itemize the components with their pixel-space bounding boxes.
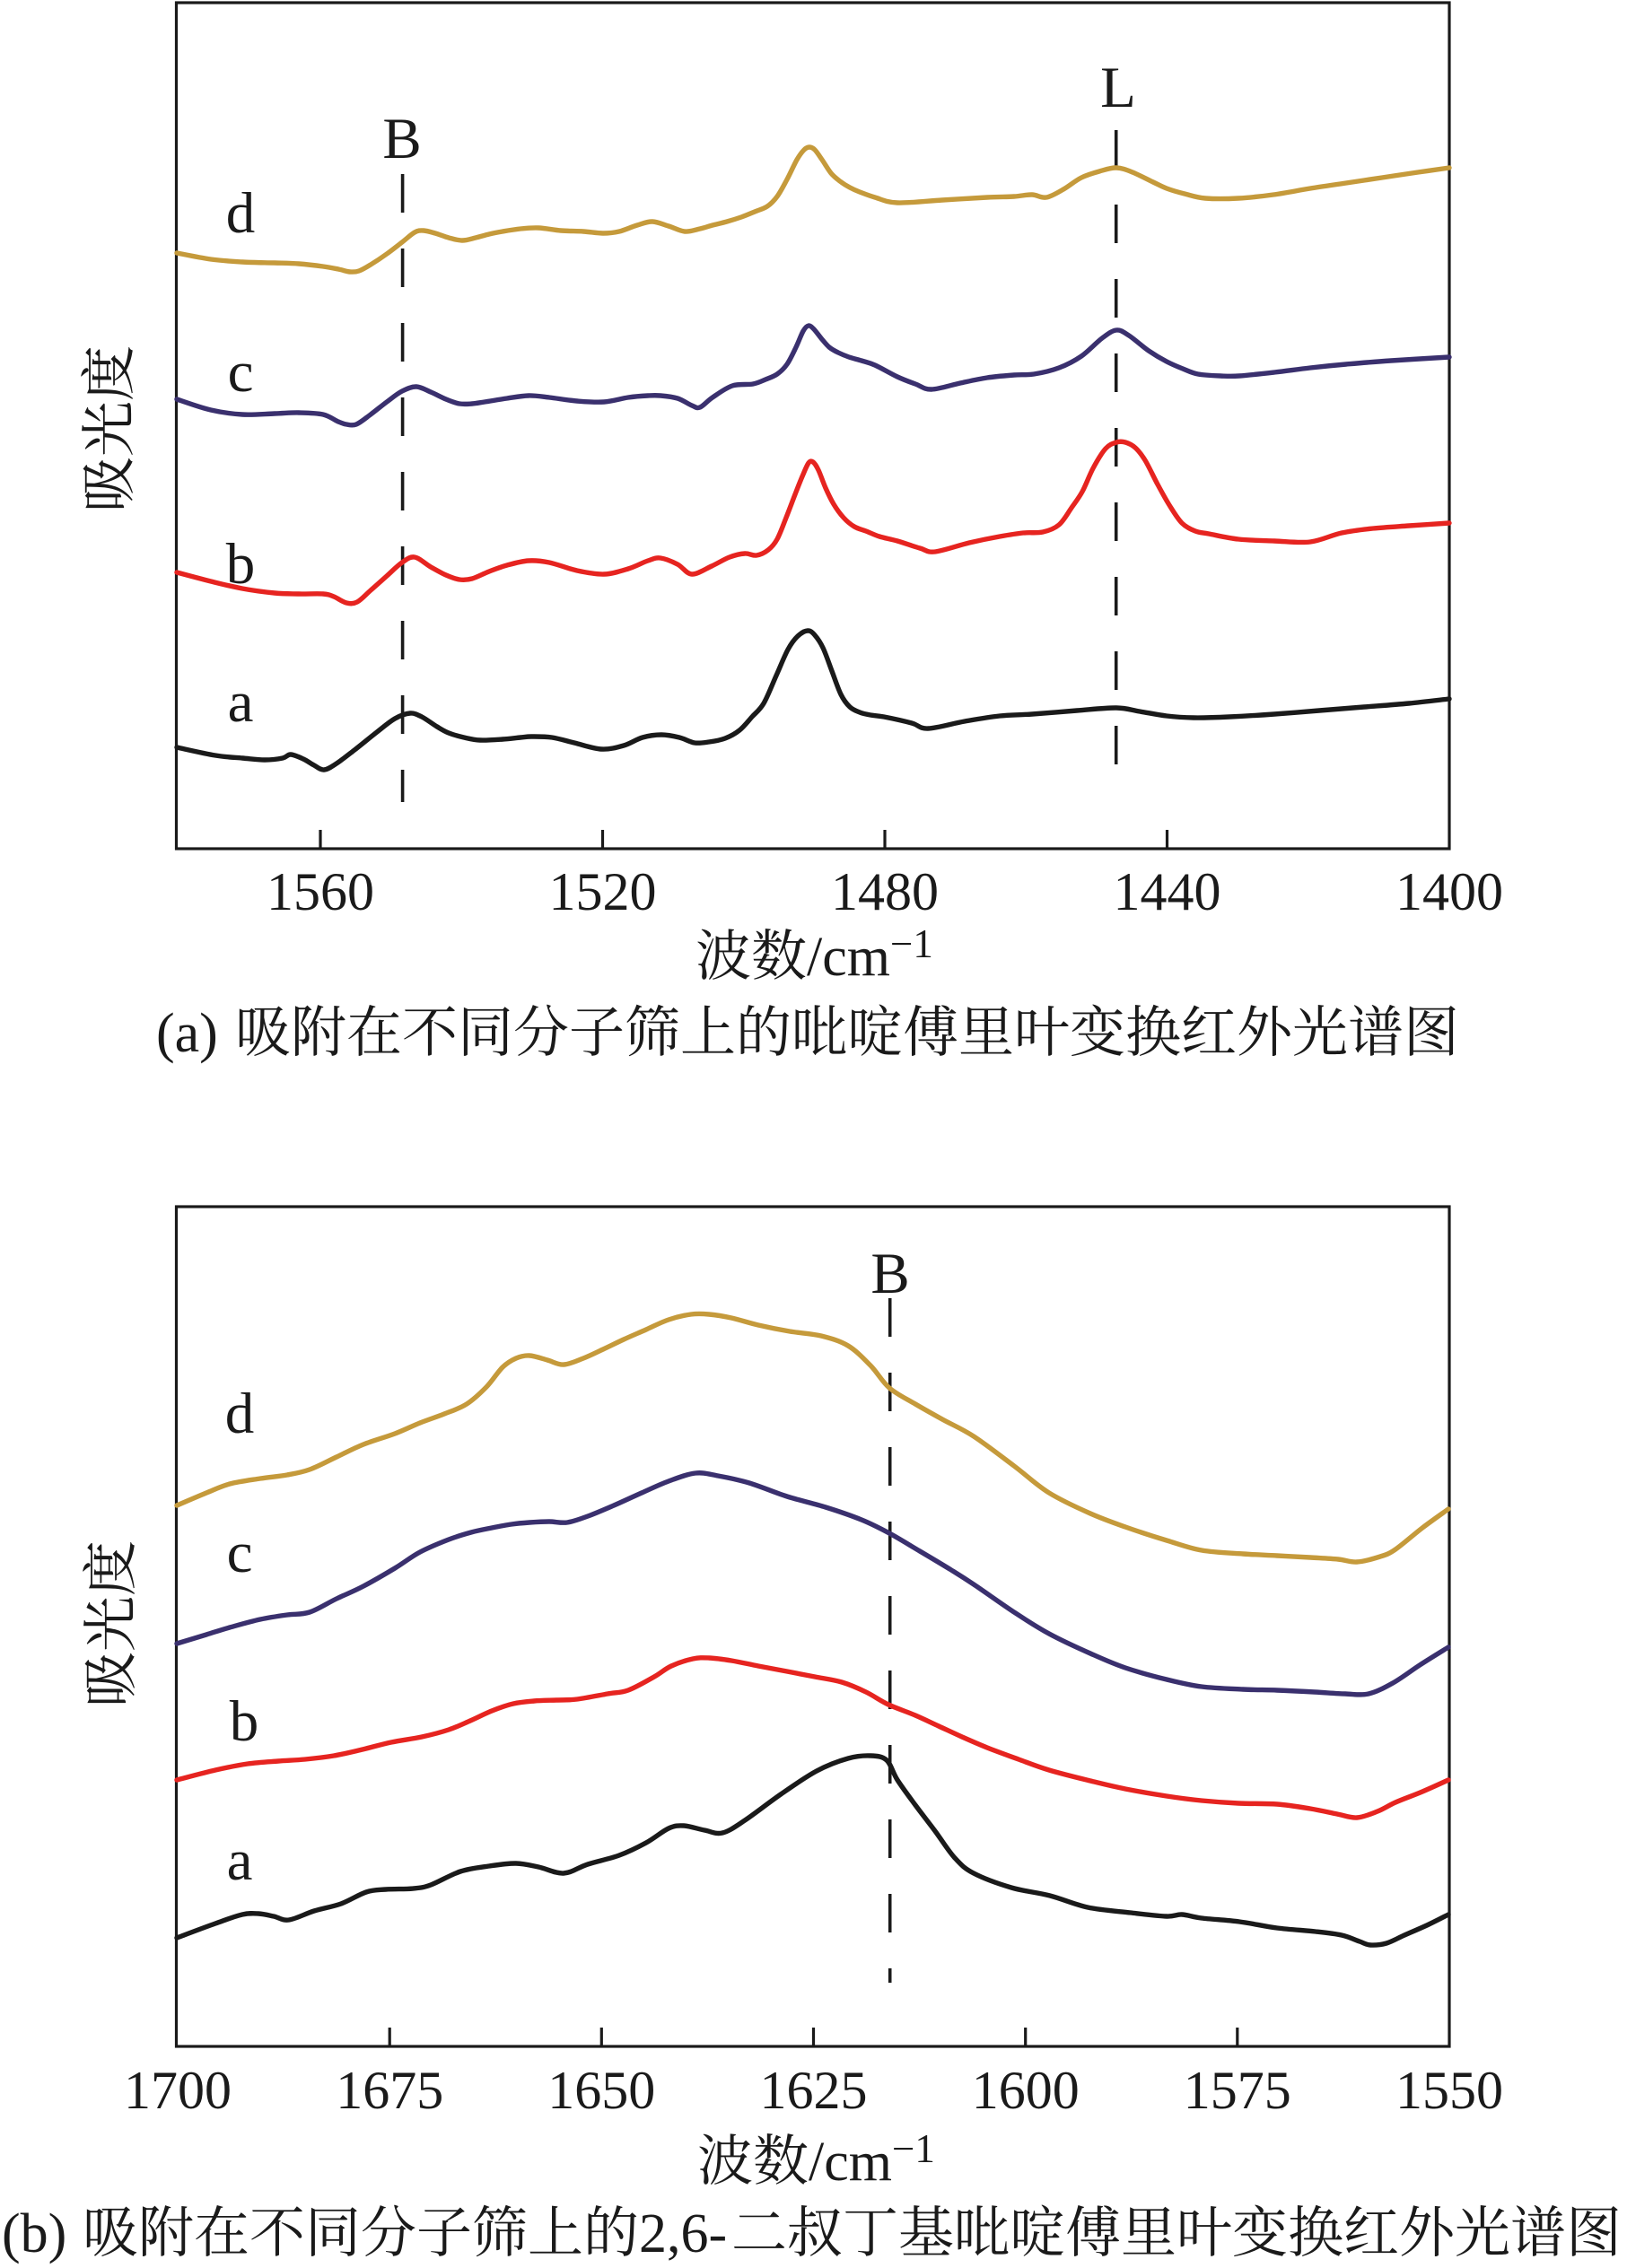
- svg-text:/cm: /cm: [807, 927, 890, 988]
- svg-text:1625: 1625: [760, 2061, 868, 2120]
- svg-text:−1: −1: [890, 921, 933, 966]
- svg-text:a: a: [228, 670, 254, 735]
- svg-text:b: b: [230, 1689, 259, 1754]
- svg-text:d: d: [225, 1382, 255, 1446]
- svg-text:1520: 1520: [549, 862, 657, 921]
- svg-text:(a): (a): [156, 1003, 218, 1064]
- svg-text:1650: 1650: [547, 2061, 655, 2120]
- svg-text:B: B: [382, 107, 421, 171]
- svg-text:1440: 1440: [1114, 862, 1221, 921]
- svg-text:1600: 1600: [972, 2061, 1080, 2120]
- svg-text:L: L: [1100, 56, 1136, 120]
- svg-text:c: c: [228, 340, 254, 405]
- svg-text:2,6-: 2,6-: [639, 2203, 727, 2264]
- svg-text:(b): (b): [2, 2203, 66, 2264]
- svg-text:1700: 1700: [124, 2061, 232, 2120]
- svg-text:a: a: [227, 1828, 253, 1893]
- svg-text:1480: 1480: [831, 862, 939, 921]
- svg-text:1400: 1400: [1395, 862, 1503, 921]
- svg-text:B: B: [870, 1242, 909, 1306]
- svg-text:1560: 1560: [267, 862, 374, 921]
- svg-text:1675: 1675: [336, 2061, 443, 2120]
- svg-text:d: d: [226, 181, 256, 246]
- svg-text:−1: −1: [892, 2126, 935, 2171]
- svg-text:/cm: /cm: [809, 2132, 892, 2193]
- svg-text:1550: 1550: [1395, 2061, 1503, 2120]
- svg-text:c: c: [227, 1521, 253, 1585]
- svg-text:b: b: [226, 532, 256, 597]
- svg-text:1575: 1575: [1184, 2061, 1291, 2120]
